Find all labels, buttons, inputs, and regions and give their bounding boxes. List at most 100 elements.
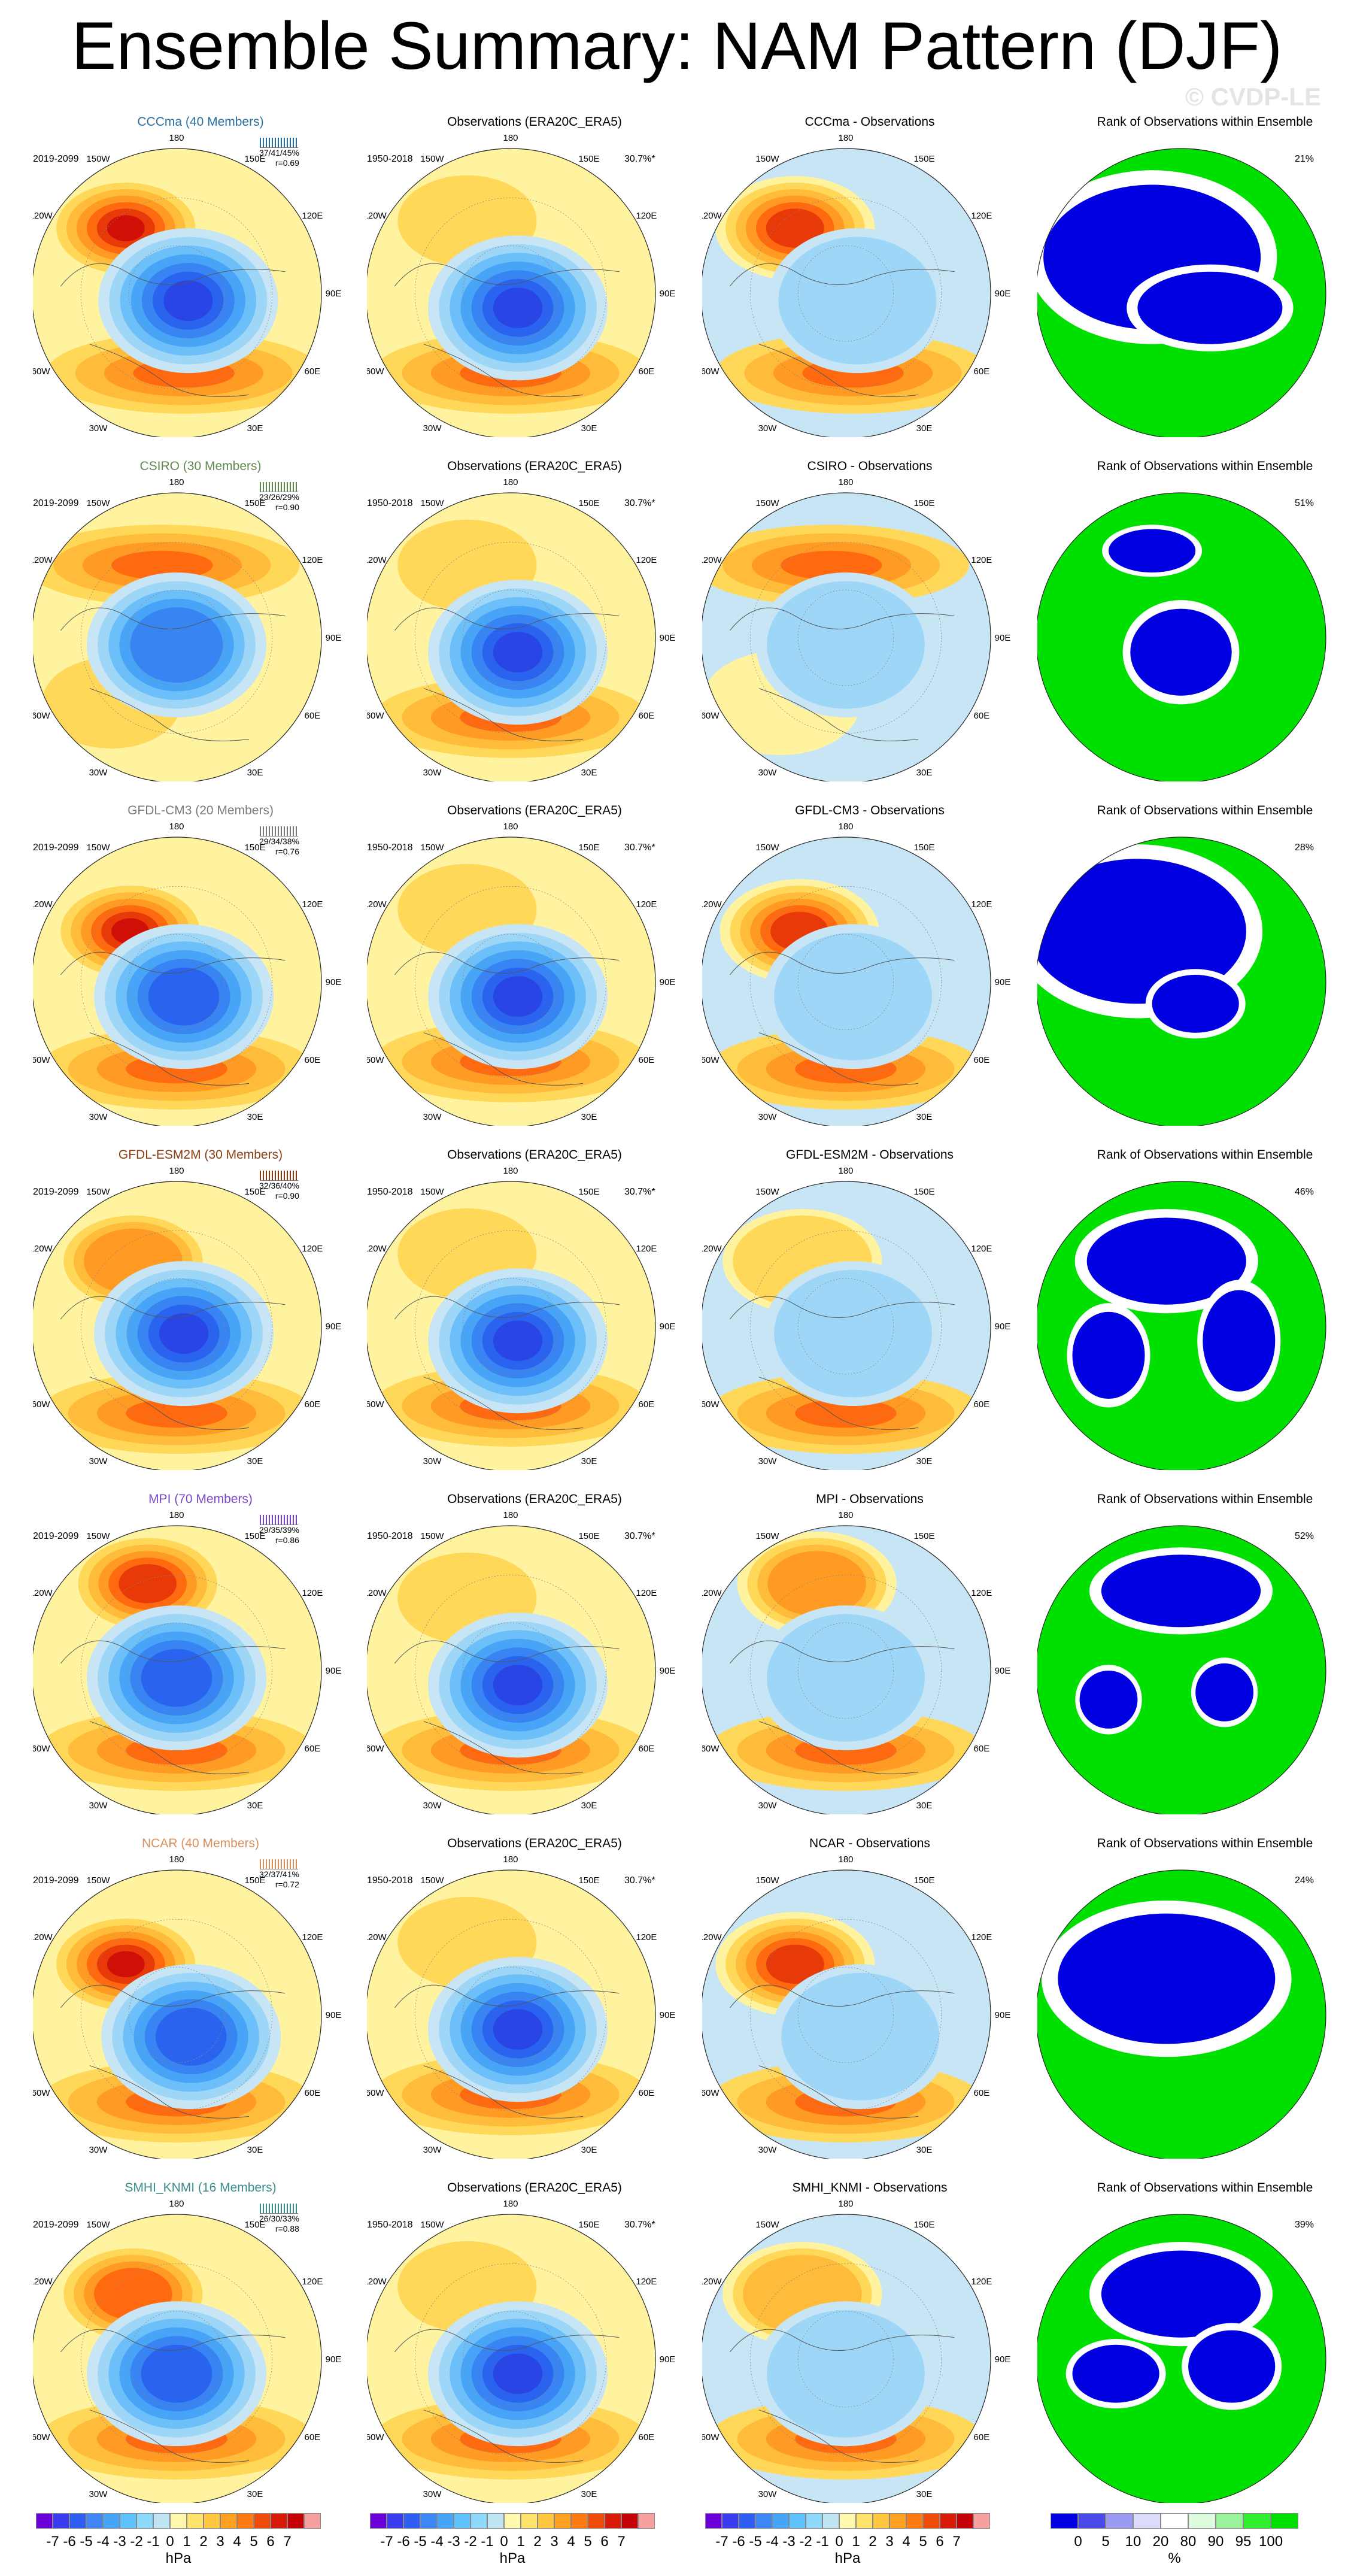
model-panel: MPI (70 Members) 2019-2099 29/35/39% r=0.86…: [11, 1492, 368, 1841]
lon-label: 60W: [33, 711, 50, 721]
lon-label: 150W: [86, 1875, 110, 1886]
colorbar-swatch: [755, 2513, 772, 2529]
colorbar-tick: -6: [397, 2533, 410, 2550]
lon-label: 90E: [326, 2010, 342, 2020]
lon-label: 90E: [326, 977, 342, 987]
lon-label: 120E: [302, 2277, 323, 2287]
lon-label: 90E: [660, 2010, 676, 2020]
lon-label: 30E: [581, 2145, 597, 2155]
lon-label: 30W: [423, 1456, 442, 1466]
colorbar-swatch: [53, 2513, 69, 2529]
lon-label: 60W: [367, 2088, 384, 2098]
lon-label: 30E: [247, 1112, 263, 1122]
colorbar-swatch: [254, 2513, 271, 2529]
lon-label: 150W: [86, 498, 110, 508]
lon-label: 60E: [305, 2432, 321, 2442]
lon-label: 120W: [367, 1588, 387, 1598]
lon-label: 30W: [758, 2489, 778, 2499]
obs-map: 180150E120E90E60E30E030W60W90W120W150W: [345, 822, 676, 1143]
lon-label: 180: [169, 1854, 184, 1865]
model-map: 180150E120E90E60E30E030W60W90W120W150W: [11, 477, 342, 799]
colorbar-tick: -1: [816, 2533, 829, 2550]
colorbar-swatch: [420, 2513, 437, 2529]
colorbar-swatch: [1161, 2513, 1188, 2529]
colorbar-swatch: [889, 2513, 906, 2529]
lon-label: 60E: [639, 1055, 655, 1065]
lon-label: 150W: [755, 154, 779, 164]
lon-label: 30E: [916, 768, 933, 778]
lon-label: 180: [838, 477, 853, 487]
period-label: 2019-2099: [33, 154, 79, 164]
lon-label: 60W: [367, 1744, 384, 1754]
period-label: 1950-2018: [367, 842, 413, 853]
lon-label: 120W: [702, 1244, 722, 1254]
model-title: GFDL-ESM2M (30 Members): [118, 1148, 283, 1162]
lon-label: 90E: [326, 633, 342, 643]
lon-label: 120E: [636, 899, 657, 910]
colorbar-swatch: [1078, 2513, 1106, 2529]
lon-label: 150W: [86, 1187, 110, 1197]
ensemble-spread-icon: [260, 826, 299, 837]
colorbar-tick: 10: [1125, 2533, 1142, 2550]
period-label: 2019-2099: [33, 1187, 79, 1197]
obs-panel: Observations (ERA20C_ERA5) 1950-2018 30.7%…: [345, 1148, 702, 1497]
lon-label: 60W: [33, 1744, 50, 1754]
lon-label: 150E: [578, 498, 599, 508]
lon-label: 60W: [702, 1399, 719, 1410]
lon-label: 150W: [420, 1531, 444, 1541]
difference-title: NCAR - Observations: [809, 1836, 930, 1850]
lon-label: 120W: [367, 211, 387, 221]
lon-label: 120W: [702, 899, 722, 910]
colorbar-tick: 6: [266, 2533, 275, 2550]
colorbar-swatch: [538, 2513, 554, 2529]
ensemble-stats: 23/26/29% r=0.90: [259, 482, 299, 513]
difference-panel: NCAR - Observations180150E120E90E60E30E0…: [680, 1836, 1037, 2186]
rank-percent: 51%: [1295, 498, 1314, 508]
ensemble-stats: 37/41/45% r=0.69: [259, 138, 299, 168]
model-map: 180150E120E90E60E30E030W60W90W120W150W: [11, 1854, 342, 2176]
lon-label: 120W: [33, 1588, 53, 1598]
obs-panel: Observations (ERA20C_ERA5) 1950-2018 30.7%…: [345, 459, 702, 808]
lon-label: 30W: [423, 2489, 442, 2499]
colorbar-swatch: [36, 2513, 53, 2529]
colorbar-swatch: [437, 2513, 454, 2529]
colorbar-tick: 5: [584, 2533, 592, 2550]
colorbar-swatch: [504, 2513, 521, 2529]
lon-label: 120W: [367, 1244, 387, 1254]
lon-label: 150E: [244, 498, 265, 508]
colorbar-tick: -7: [380, 2533, 393, 2550]
lon-label: 150E: [244, 1531, 265, 1541]
ensemble-stats: 29/34/38% r=0.76: [259, 826, 299, 857]
lon-label: 120W: [702, 555, 722, 565]
colorbar-tick: 0: [166, 2533, 174, 2550]
lon-label: 120E: [302, 555, 323, 565]
lon-label: 180: [838, 1166, 853, 1176]
lon-label: 30E: [581, 1112, 597, 1122]
lon-label: 60W: [367, 711, 384, 721]
colorbar-swatch: [1216, 2513, 1243, 2529]
colorbar-swatch: [940, 2513, 957, 2529]
difference-map: 180150E120E90E60E30E030W60W90W120W150W: [680, 133, 1011, 454]
colorbar-tick: 3: [885, 2533, 894, 2550]
ensemble-stats: 29/35/39% r=0.86: [259, 1515, 299, 1545]
lon-label: 30W: [89, 1112, 108, 1122]
colorbar-swatch: [1271, 2513, 1298, 2529]
lon-label: 90E: [660, 1666, 676, 1676]
colorbar-tick: -4: [766, 2533, 779, 2550]
rank-percent: 39%: [1295, 2220, 1314, 2230]
pattern-correlation: r=0.86: [275, 1535, 299, 1545]
lon-label: 150E: [913, 1531, 934, 1541]
lon-label: 120E: [971, 555, 992, 565]
panel-row: CSIRO (30 Members) 2019-2099 23/26/29% r=0.…: [0, 459, 1354, 808]
lon-label: 120E: [971, 2277, 992, 2287]
lon-label: 180: [169, 822, 184, 832]
lon-label: 150E: [578, 1187, 599, 1197]
lon-label: 30W: [89, 1456, 108, 1466]
ensemble-stats: 32/37/41% r=0.72: [259, 1859, 299, 1890]
lon-label: 60W: [33, 2432, 50, 2442]
colorbar-tick: -6: [732, 2533, 745, 2550]
lon-label: 180: [169, 1166, 184, 1176]
lon-label: 90E: [995, 1322, 1011, 1332]
colorbar-swatch: [588, 2513, 605, 2529]
model-panel: CSIRO (30 Members) 2019-2099 23/26/29% r=0.…: [11, 459, 368, 808]
